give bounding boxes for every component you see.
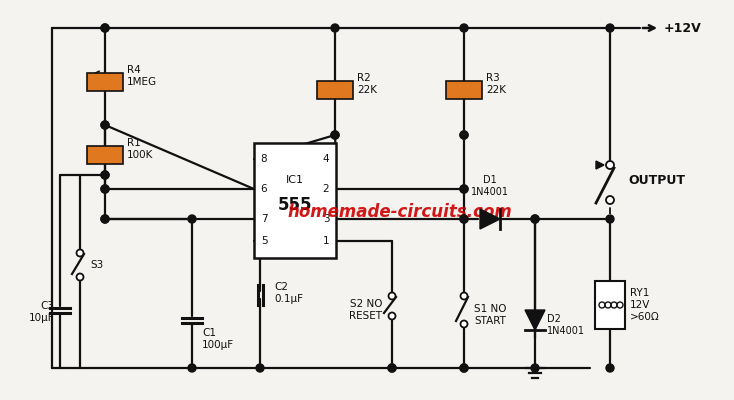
Text: 2: 2	[323, 184, 330, 194]
Text: C2
0.1μF: C2 0.1μF	[274, 282, 303, 304]
Circle shape	[101, 185, 109, 193]
Circle shape	[606, 161, 614, 169]
Bar	[317, 81, 353, 99]
Circle shape	[331, 24, 339, 32]
Circle shape	[460, 292, 468, 300]
Circle shape	[76, 250, 84, 256]
Circle shape	[460, 185, 468, 193]
Text: S1 NO
START: S1 NO START	[474, 304, 506, 326]
Circle shape	[460, 185, 468, 193]
Circle shape	[460, 131, 468, 139]
Text: S3: S3	[90, 260, 103, 270]
Circle shape	[460, 215, 468, 223]
Circle shape	[531, 215, 539, 223]
Circle shape	[388, 364, 396, 372]
Circle shape	[101, 215, 109, 223]
Text: R3
22K: R3 22K	[486, 73, 506, 95]
Circle shape	[256, 364, 264, 372]
Circle shape	[388, 364, 396, 372]
Bar	[87, 146, 123, 164]
Text: RY1
12V
>60Ω: RY1 12V >60Ω	[630, 288, 660, 322]
Text: OUTPUT: OUTPUT	[628, 174, 685, 186]
Circle shape	[188, 215, 196, 223]
Text: D2
1N4001: D2 1N4001	[547, 314, 585, 336]
Circle shape	[331, 131, 339, 139]
Circle shape	[101, 24, 109, 32]
Circle shape	[101, 24, 109, 32]
Text: D1
1N4001: D1 1N4001	[471, 175, 509, 197]
Bar	[87, 73, 123, 91]
Text: C1
100μF: C1 100μF	[202, 328, 234, 350]
Text: R1
100K: R1 100K	[127, 138, 153, 160]
Bar	[254, 143, 336, 258]
Text: R2
22K: R2 22K	[357, 73, 377, 95]
Text: 7: 7	[261, 214, 267, 224]
Circle shape	[606, 215, 614, 223]
Circle shape	[606, 24, 614, 32]
Text: 3: 3	[323, 214, 330, 224]
Circle shape	[460, 215, 468, 223]
Circle shape	[76, 274, 84, 280]
Text: 6: 6	[261, 184, 267, 194]
Circle shape	[101, 215, 109, 223]
Text: IC1: IC1	[286, 175, 304, 185]
Text: 555: 555	[277, 196, 312, 214]
Polygon shape	[480, 209, 500, 229]
Text: 4: 4	[323, 154, 330, 164]
Text: 5: 5	[261, 236, 267, 246]
Circle shape	[388, 292, 396, 300]
Circle shape	[606, 196, 614, 204]
Circle shape	[101, 121, 109, 129]
Circle shape	[101, 185, 109, 193]
Circle shape	[606, 364, 614, 372]
Circle shape	[101, 171, 109, 179]
Circle shape	[388, 312, 396, 320]
Circle shape	[460, 364, 468, 372]
Circle shape	[188, 364, 196, 372]
Circle shape	[101, 121, 109, 129]
Bar	[595, 281, 625, 329]
Text: homemade-circuits.com: homemade-circuits.com	[288, 203, 512, 221]
Circle shape	[460, 131, 468, 139]
Circle shape	[331, 131, 339, 139]
Polygon shape	[596, 161, 604, 169]
Circle shape	[460, 364, 468, 372]
Circle shape	[101, 171, 109, 179]
Text: C3
10μF: C3 10μF	[29, 301, 54, 323]
Polygon shape	[525, 310, 545, 330]
Text: 1: 1	[323, 236, 330, 246]
Bar	[446, 81, 482, 99]
Text: R4
1MEG: R4 1MEG	[127, 65, 157, 87]
Circle shape	[460, 24, 468, 32]
Text: S2 NO
RESET: S2 NO RESET	[349, 299, 382, 321]
Text: +12V: +12V	[664, 22, 702, 34]
Circle shape	[460, 320, 468, 328]
Circle shape	[531, 215, 539, 223]
Circle shape	[531, 364, 539, 372]
Text: 8: 8	[261, 154, 267, 164]
